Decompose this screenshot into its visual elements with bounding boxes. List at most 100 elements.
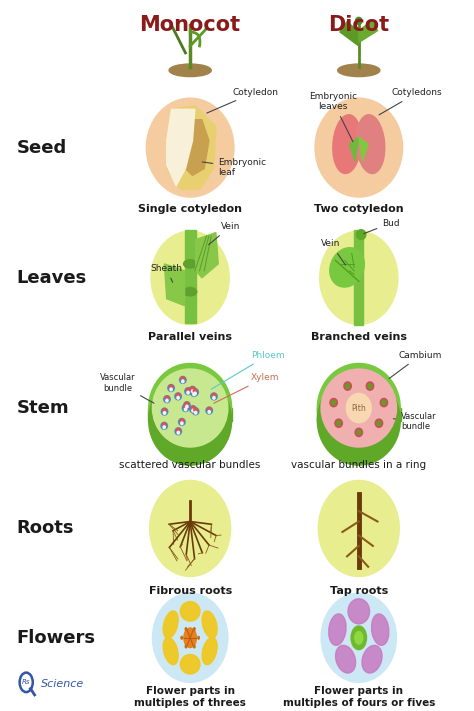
Ellipse shape [382,400,386,405]
Ellipse shape [177,432,180,434]
Ellipse shape [148,363,232,454]
Ellipse shape [149,480,231,577]
Ellipse shape [183,287,197,296]
Ellipse shape [180,655,200,674]
Circle shape [180,636,183,640]
Ellipse shape [194,392,196,395]
Polygon shape [167,109,195,186]
Ellipse shape [176,393,180,397]
Polygon shape [167,106,216,189]
Text: Xylem: Xylem [214,373,280,403]
Ellipse shape [182,405,189,412]
Text: Leaves: Leaves [17,269,87,287]
Text: Cambium: Cambium [389,351,442,378]
Ellipse shape [213,397,215,399]
Circle shape [350,625,367,651]
Ellipse shape [314,97,403,198]
Text: Embryonic
leaf: Embryonic leaf [202,158,266,178]
Polygon shape [184,230,196,323]
Ellipse shape [372,614,389,646]
Ellipse shape [329,614,346,646]
Ellipse shape [346,392,372,423]
Ellipse shape [357,430,361,434]
Text: Seed: Seed [17,139,67,156]
Polygon shape [340,21,359,46]
Ellipse shape [168,385,174,392]
Ellipse shape [318,480,400,577]
Text: Parallel veins: Parallel veins [148,332,232,342]
Ellipse shape [185,387,191,395]
Polygon shape [354,230,364,325]
Polygon shape [349,137,359,161]
Text: Stem: Stem [17,399,70,417]
Ellipse shape [175,393,182,400]
Text: Pith: Pith [351,404,366,412]
Circle shape [197,636,200,640]
Polygon shape [164,264,184,306]
Ellipse shape [192,408,199,415]
Ellipse shape [170,388,172,391]
Ellipse shape [165,396,169,400]
Ellipse shape [181,422,183,424]
Ellipse shape [380,398,388,407]
Circle shape [193,644,196,648]
Text: Monocot: Monocot [140,15,241,35]
Ellipse shape [368,384,372,388]
Ellipse shape [356,17,362,24]
Ellipse shape [333,114,361,173]
Ellipse shape [184,405,187,408]
Ellipse shape [336,646,356,673]
Text: Vein: Vein [209,222,240,245]
Text: Rs: Rs [22,679,30,685]
Ellipse shape [337,421,340,425]
Ellipse shape [330,398,337,407]
Ellipse shape [183,402,190,409]
Text: Flower parts in
multiples of fours or fives: Flower parts in multiples of fours or fi… [283,686,435,707]
Circle shape [354,631,364,645]
Ellipse shape [148,375,232,466]
Text: Bud: Bud [364,218,400,234]
Text: Single cotyledon: Single cotyledon [138,204,242,214]
Ellipse shape [150,230,230,325]
Text: Vein: Vein [321,240,346,265]
Polygon shape [359,137,368,161]
Text: vascular bundles in a ring: vascular bundles in a ring [291,460,426,470]
Ellipse shape [163,638,178,665]
Ellipse shape [207,407,211,411]
Ellipse shape [355,428,363,437]
Ellipse shape [184,408,187,411]
Ellipse shape [192,410,194,412]
Ellipse shape [179,419,185,425]
Ellipse shape [191,390,197,397]
Ellipse shape [194,412,197,414]
Ellipse shape [192,390,196,393]
Text: Dicot: Dicot [328,15,389,35]
Ellipse shape [335,419,342,427]
Ellipse shape [186,388,190,392]
Circle shape [183,627,197,648]
Ellipse shape [180,602,200,621]
Ellipse shape [182,380,184,383]
Ellipse shape [180,376,186,383]
Ellipse shape [320,368,397,448]
Text: Tap roots: Tap roots [330,586,388,596]
Ellipse shape [164,396,170,402]
Ellipse shape [356,114,385,173]
Ellipse shape [194,408,198,412]
Ellipse shape [317,375,401,466]
Ellipse shape [169,64,211,77]
Ellipse shape [190,406,196,412]
Ellipse shape [183,260,197,268]
Text: Flower parts in
multiples of threes: Flower parts in multiples of threes [134,686,246,707]
Ellipse shape [191,387,194,390]
Ellipse shape [344,382,351,390]
Ellipse shape [212,393,216,397]
Text: Vascular
bundle: Vascular bundle [100,373,154,403]
Polygon shape [148,408,232,420]
Ellipse shape [152,368,228,448]
Text: scattered vascular bundles: scattered vascular bundles [119,460,261,470]
Ellipse shape [163,611,178,638]
Ellipse shape [191,406,195,410]
Ellipse shape [163,426,165,429]
Ellipse shape [202,638,217,665]
